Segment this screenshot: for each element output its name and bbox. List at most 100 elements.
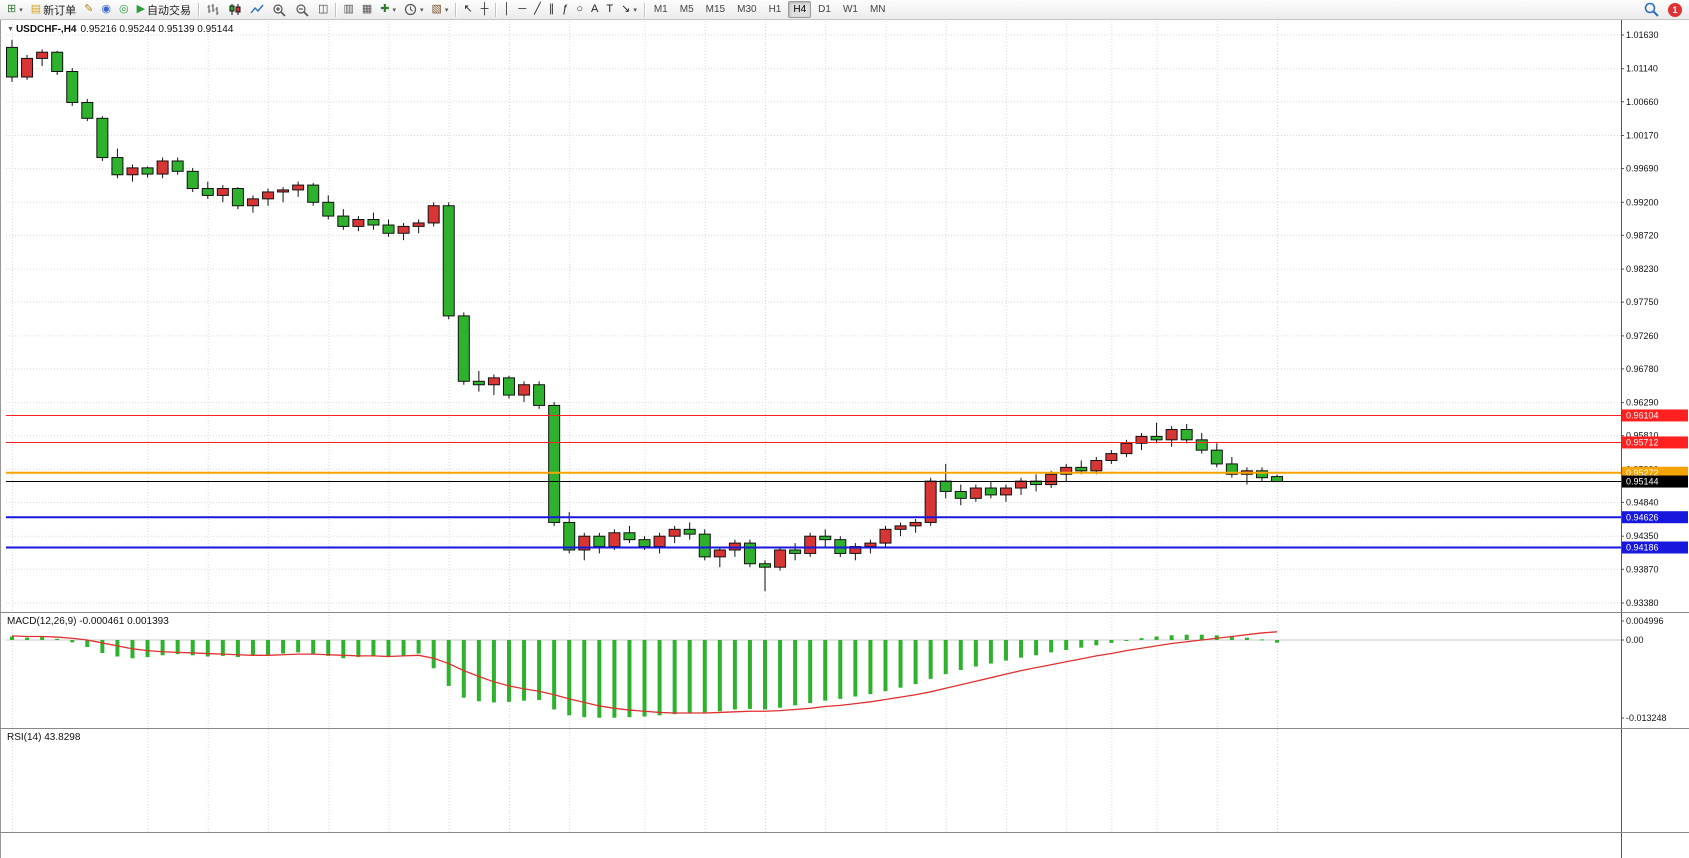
timeframe-M1-button[interactable]: M1 [653,4,668,15]
channel-icon: ∥ [548,3,555,15]
chevron-down-icon: ▾ [444,6,449,14]
timeframe-H4-button[interactable]: H4 [788,1,812,18]
search-button[interactable] [1640,0,1663,19]
notification-badge[interactable]: 1 [1668,2,1682,17]
profiles-button[interactable]: ◉ [97,0,115,19]
price-axis-label: 0.97750 [1626,297,1659,307]
price-axis-label: 0.93870 [1626,564,1659,574]
macd-pane: 0.004996 0.00 -0.013248 [6,616,1667,723]
chevron-down-icon: ▾ [633,6,637,14]
horizontal-line-button[interactable]: ─ [514,0,530,19]
price-axis-label: 1.00660 [1626,97,1659,107]
autotrading-button[interactable]: ▶ 自动交易 [133,0,195,19]
pencil-icon: ✎ [84,3,94,15]
text-label-icon: T [606,3,614,15]
sound-button[interactable]: ◎ [115,0,133,19]
profiles-icon: ◉ [101,3,111,15]
vertical-line-button[interactable]: │ [499,0,514,19]
periods-button[interactable]: ▾ [400,0,428,19]
crosshair-button[interactable]: ┼ [477,0,493,19]
price-axis-label: 0.93380 [1626,598,1659,608]
timeframe-W1-button[interactable]: W1 [842,4,858,15]
shapes-button[interactable]: ○ [572,0,587,19]
tile-windows-button[interactable]: ◫ [314,0,332,19]
templates-button[interactable]: ▧ ▾ [428,0,453,19]
chevron-down-icon: ▾ [420,6,424,14]
channel-button[interactable]: ∥ [545,0,559,19]
toolbar-separator [455,2,457,17]
arrange-windows-button[interactable]: ▦ [358,0,376,19]
timeframe-M5-button[interactable]: M5 [679,4,694,15]
new-order-button[interactable]: ▤ 新订单 [27,0,80,19]
price-tag: 0.96104 [1626,411,1659,421]
price-axis-label: 0.98720 [1626,230,1659,240]
new-order-icon: ▤ [30,3,42,15]
price-axis-label: 0.98230 [1626,264,1659,274]
chevron-down-icon: ▾ [392,6,396,14]
timeframe-MN-button[interactable]: MN [869,4,886,15]
price-axis-label: 0.95810 [1626,431,1659,441]
price-axis-label: 0.96290 [1626,398,1659,408]
new-chart-button[interactable]: ⊞ ▾ [3,0,27,19]
price-axis-label: 1.00170 [1626,131,1659,141]
macd-axis-label: 0.00 [1626,635,1644,645]
cursor-icon: ↖ [463,3,473,15]
price-axis-label: 1.01630 [1626,30,1659,40]
timeframe-D1-button[interactable]: D1 [818,4,831,15]
arrows-button[interactable]: ↘ ▾ [617,0,641,19]
price-tag: 0.95272 [1626,468,1659,478]
macd-axis-label: -0.013248 [1626,713,1667,723]
price-tag: 0.95144 [1626,477,1659,487]
zoom-out-button[interactable] [291,0,314,19]
price-axis-label: 0.94840 [1626,497,1659,507]
arrows-icon: ↘ [621,3,631,15]
price-axis-label: 0.99200 [1626,197,1659,207]
trendline-button[interactable]: ╱ [530,0,545,19]
search-icon [1644,2,1659,17]
fibonacci-button[interactable]: ƒ [558,0,572,19]
line-chart-button[interactable] [246,0,268,19]
macd-signal-line [11,631,1278,714]
horizontal-lines[interactable] [6,414,1621,549]
cursor-button[interactable]: ↖ [459,0,476,19]
price-axis-label: 0.94350 [1626,531,1659,541]
timeframe-M30-button[interactable]: M30 [737,4,757,15]
toolbar-separator [198,2,200,17]
zoom-in-button[interactable] [268,0,291,19]
tile-windows-icon: ◫ [318,3,329,15]
arrange-windows-icon: ▦ [361,3,373,15]
chevron-down-icon: ▾ [19,6,23,14]
trendline-icon: ╱ [534,3,541,15]
new-chart-icon: ⊞ [7,3,17,15]
toolbar-separator [335,2,337,17]
fibonacci-icon: ƒ [562,3,569,15]
sound-icon: ◎ [118,3,129,15]
templates-icon: ▧ [431,3,442,15]
pencil-button[interactable]: ✎ [80,0,97,19]
candlestick-chart-button[interactable] [224,0,246,19]
price-axis-label: 0.97260 [1626,331,1659,341]
timeframe-H1-button[interactable]: H1 [768,4,782,15]
line-chart-icon [250,3,264,16]
bar-chart-button[interactable] [202,0,224,19]
text-label-button[interactable]: T [602,0,617,19]
price-axis-label: 0.99690 [1626,164,1659,174]
crosshair-icon: ┼ [480,3,489,15]
zoom-in-icon [272,3,287,17]
toolbar: ⊞ ▾ ▤ 新订单 ✎ ◉ ◎ ▶ 自动交易 ◫ ▥ ▦ ✚ ▾ ▾ ▧ ▾ ↖ ┼ │ ─ ╱ ∥ ƒ ○ A T ↘ ▾ M1 M5 M1… [0,0,1689,20]
indicators-button[interactable]: ✚ ▾ [376,0,400,19]
autotrading-icon: ▶ [136,3,146,15]
toolbar-separator [643,2,645,17]
price-axis[interactable]: 1.01630 1.01140 1.00660 1.00170 0.99690 0.992… [1621,30,1659,608]
periods-icon [404,3,417,16]
timeframe-M15-button[interactable]: M15 [705,4,726,15]
indicators-icon: ✚ [380,3,390,15]
horizontal-line-icon: ─ [518,3,527,15]
new-order-button-label: 新订单 [43,4,77,17]
vertical-line-icon: │ [503,3,511,15]
price-axis-label: 0.96780 [1626,364,1659,374]
price-tag: 0.94626 [1626,512,1659,522]
auto-arrange-button[interactable]: ▥ [339,0,357,19]
text-button[interactable]: A [587,0,602,19]
